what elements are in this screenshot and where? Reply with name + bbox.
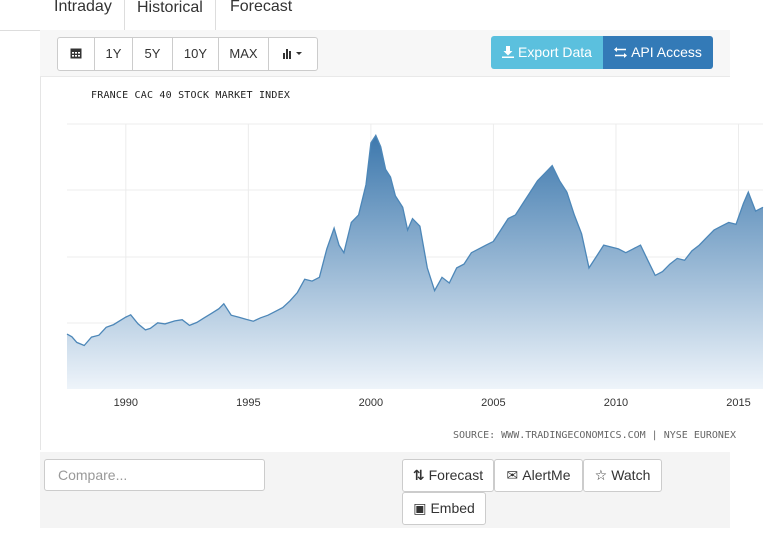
chart-title: FRANCE CAC 40 STOCK MARKET INDEX xyxy=(91,90,291,101)
x-tick-label: 2000 xyxy=(359,397,383,409)
x-tick-label: 2015 xyxy=(726,397,750,409)
range-10y-button[interactable]: 10Y xyxy=(173,38,219,70)
chart-source: SOURCE: WWW.TRADINGECONOMICS.COM | NYSE … xyxy=(453,430,736,441)
download-icon xyxy=(502,46,515,58)
star-icon: ☆ xyxy=(594,467,608,483)
watch-label: Watch xyxy=(611,467,651,483)
embed-label: Embed xyxy=(430,500,475,516)
chart-series xyxy=(66,134,764,389)
range-1y-button[interactable]: 1Y xyxy=(95,38,133,70)
tab-forecast[interactable]: Forecast xyxy=(230,0,293,15)
tab-intraday[interactable]: Intraday xyxy=(54,0,112,15)
x-tick-label: 1995 xyxy=(236,397,260,409)
embed-button[interactable]: ▣ Embed xyxy=(402,492,486,525)
range-max-button[interactable]: MAX xyxy=(219,38,269,70)
export-data-label: Export Data xyxy=(518,44,592,60)
api-access-label: API Access xyxy=(631,44,702,60)
x-axis-ticks: 1990 1995 2000 2005 2010 2015 xyxy=(114,397,751,409)
export-data-button[interactable]: Export Data xyxy=(491,36,603,69)
forecast-button[interactable]: ⇅ Forecast xyxy=(402,459,494,492)
compare-input[interactable] xyxy=(44,459,265,491)
calendar-icon xyxy=(70,48,82,59)
x-tick-label: 2005 xyxy=(481,397,505,409)
watch-button[interactable]: ☆ Watch xyxy=(583,459,662,492)
series-area xyxy=(67,135,763,389)
x-tick-label: 1990 xyxy=(114,397,138,409)
api-access-button[interactable]: API Access xyxy=(603,36,713,69)
range-5y-button[interactable]: 5Y xyxy=(133,38,173,70)
sort-icon: ⇅ xyxy=(412,467,425,483)
series-line xyxy=(66,134,764,347)
calendar-button[interactable] xyxy=(58,38,95,70)
chart-toolbar: 1Y 5Y 10Y MAX Export Data API Access xyxy=(40,30,730,77)
image-icon: ▣ xyxy=(413,500,427,516)
alertme-label: AlertMe xyxy=(522,467,571,483)
chevron-down-icon xyxy=(296,52,302,55)
swap-icon xyxy=(614,47,628,58)
x-tick-label: 2010 xyxy=(604,397,628,409)
forecast-label: Forecast xyxy=(428,467,484,483)
envelope-icon: ✉ xyxy=(506,467,519,483)
chart-type-dropdown[interactable] xyxy=(269,38,317,70)
range-button-group: 1Y 5Y 10Y MAX xyxy=(57,37,318,71)
bar-chart-icon xyxy=(283,49,302,59)
alertme-button[interactable]: ✉ AlertMe xyxy=(494,459,583,492)
